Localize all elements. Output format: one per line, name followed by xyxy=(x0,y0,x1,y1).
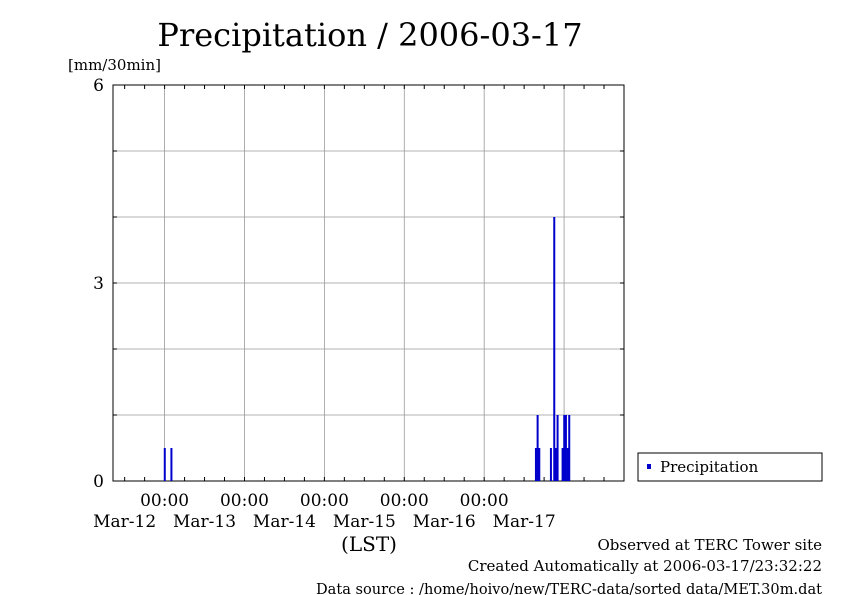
x-tick-labels: 00:00Mar-1200:00Mar-1300:00Mar-1400:00Ma… xyxy=(93,491,556,532)
y-tick-labels: 0 3 6 xyxy=(93,76,104,492)
x-tick-time-label: 00:00 xyxy=(460,491,509,511)
precipitation-bar xyxy=(549,448,552,481)
x-tick-time-label: 00:00 xyxy=(380,491,429,511)
x-tick-time-label: 00:00 xyxy=(140,491,189,511)
bar-series-precipitation xyxy=(163,217,571,481)
y-tick-label: 0 xyxy=(93,472,104,492)
source-note: Data source : /home/hoivo/new/TERC-data/… xyxy=(316,580,822,595)
x-tick-date-label: Mar-14 xyxy=(253,512,316,532)
chart-title: Precipitation / 2006-03-17 xyxy=(157,16,582,54)
precipitation-bar xyxy=(534,448,537,481)
x-tick-date-label: Mar-12 xyxy=(93,512,156,532)
x-axis-label: (LST) xyxy=(341,532,397,556)
precipitation-bar xyxy=(556,415,559,481)
precipitation-bar xyxy=(568,415,571,481)
precipitation-bar xyxy=(538,448,541,481)
precipitation-bar xyxy=(163,448,166,481)
precipitation-bar xyxy=(564,415,567,481)
x-tick-time-label: 00:00 xyxy=(300,491,349,511)
legend-box xyxy=(637,452,823,482)
y-axis-unit-label: [mm/30min] xyxy=(68,56,161,74)
precipitation-bar xyxy=(553,217,556,481)
legend: Precipitation xyxy=(637,452,823,482)
observed-note: Observed at TERC Tower site xyxy=(597,536,822,554)
x-tick-date-label: Mar-15 xyxy=(333,512,396,532)
legend-label: Precipitation xyxy=(660,458,759,476)
x-tick-date-label: Mar-17 xyxy=(493,512,556,532)
precipitation-bar xyxy=(554,448,557,481)
x-tick-date-label: Mar-13 xyxy=(173,512,236,532)
x-tick-date-label: Mar-16 xyxy=(413,512,476,532)
precipitation-bar xyxy=(170,448,173,481)
y-tick-label: 3 xyxy=(93,274,104,294)
precipitation-bar xyxy=(536,415,539,481)
axis-ticks xyxy=(113,84,625,482)
created-note: Created Automatically at 2006-03-17/23:3… xyxy=(468,557,822,575)
precipitation-bar xyxy=(561,448,564,481)
grid-lines xyxy=(113,85,624,481)
precipitation-bar xyxy=(563,415,566,481)
x-tick-time-label: 00:00 xyxy=(220,491,269,511)
precipitation-bar xyxy=(566,448,569,481)
y-tick-label: 6 xyxy=(93,76,104,96)
legend-swatch xyxy=(647,464,651,469)
